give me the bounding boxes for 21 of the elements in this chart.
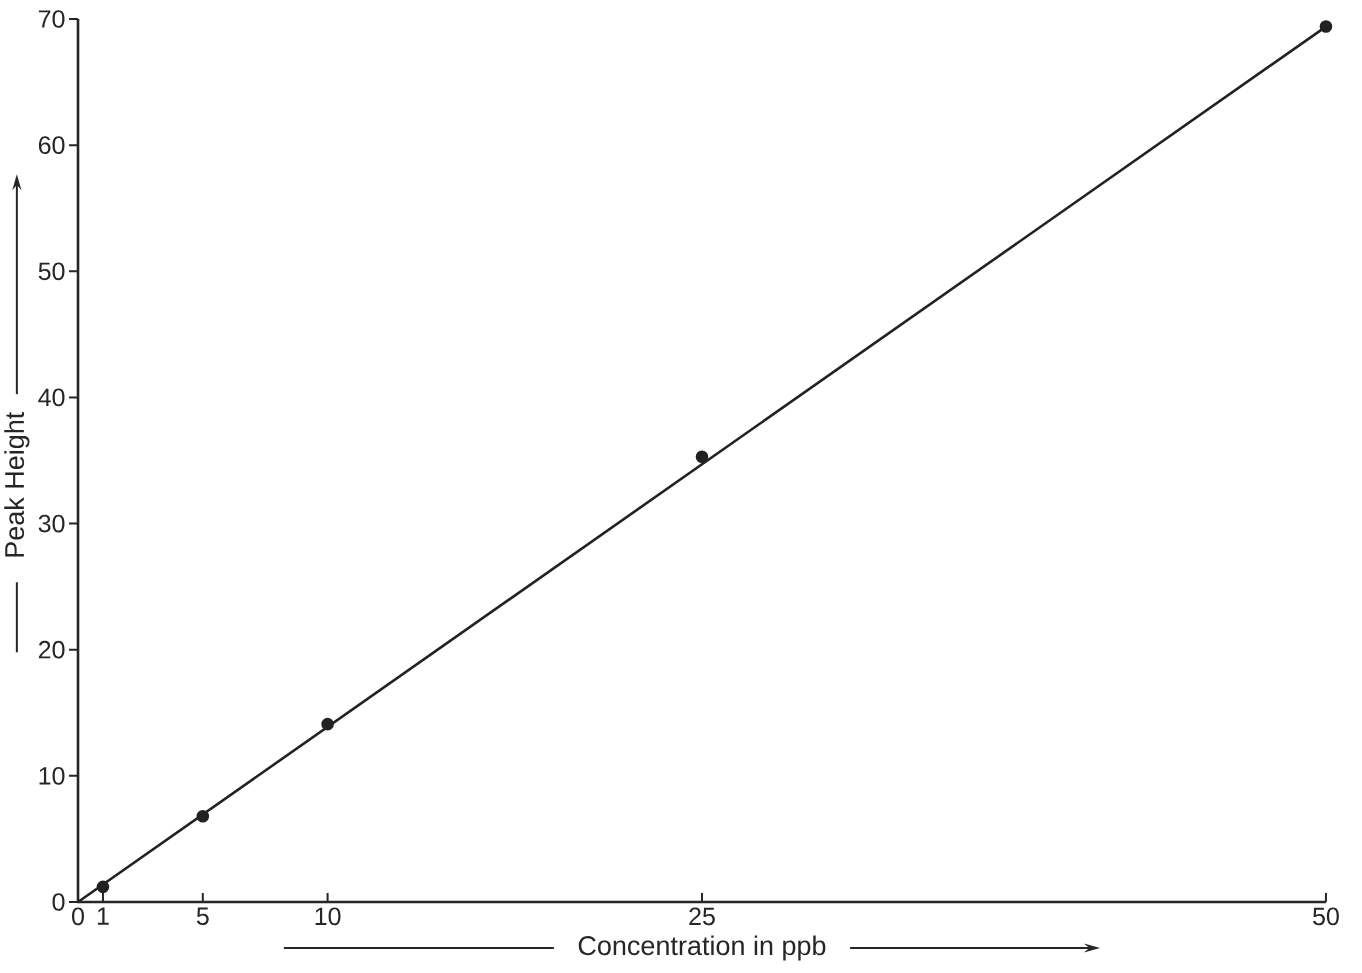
x-tick-label: 5: [196, 907, 209, 925]
x-axis-title: Concentration in ppb: [578, 935, 826, 961]
x-tick-label: 25: [689, 907, 715, 926]
y-tick-label: 50: [38, 262, 65, 281]
y-tick-label: 0: [52, 893, 65, 911]
y-tick-label: 40: [38, 388, 65, 407]
x-tick-label: 1: [97, 907, 109, 925]
point: [196, 809, 210, 823]
x-tick-label: 50: [1313, 907, 1339, 926]
point: [1319, 20, 1333, 33]
y-tick-label: 70: [38, 10, 65, 28]
point: [695, 450, 709, 463]
y-tick-label: 20: [38, 640, 65, 659]
x-tick-label: 0: [72, 907, 84, 926]
point: [96, 880, 110, 894]
point: [321, 717, 334, 731]
y-tick-label: 60: [38, 136, 65, 154]
x-tick-label: 10: [315, 907, 341, 926]
y-axis-title: Peak Height: [4, 411, 30, 557]
y-tick-label: 30: [38, 514, 65, 533]
y-tick-label: 10: [39, 766, 65, 785]
